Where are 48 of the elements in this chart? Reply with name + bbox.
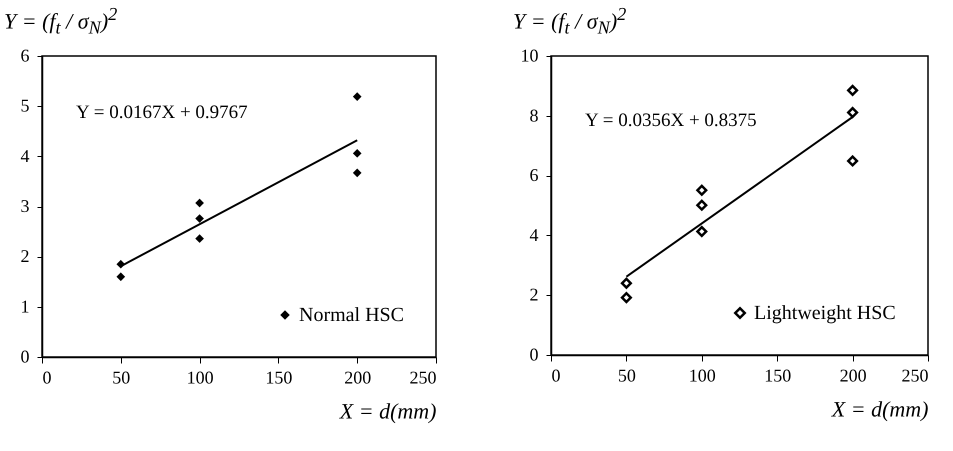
x-axis-title: X = d(mm)	[830, 396, 928, 422]
x-tick-label: 200	[840, 366, 867, 386]
x-tick-label: 50	[112, 368, 130, 388]
legend-label: Normal HSC	[299, 304, 404, 326]
y-tick-label: 10	[520, 46, 538, 66]
y-tick-label: 6	[530, 165, 538, 186]
point	[620, 278, 632, 289]
point	[696, 200, 708, 211]
y-tick-label: 4	[530, 224, 538, 245]
y-tick-label: 6	[20, 46, 30, 66]
point	[352, 92, 362, 101]
x-tick-label: 0	[552, 366, 560, 386]
y-tick-label: 2	[20, 246, 30, 266]
x-tick-label: 250	[410, 368, 436, 388]
x-tick-label: 250	[902, 366, 928, 386]
x-tick-label: 100	[186, 368, 214, 388]
legend-label: Lightweight HSC	[754, 302, 896, 324]
point	[195, 214, 204, 223]
point	[195, 198, 204, 208]
y-tick-label: 2	[530, 284, 538, 305]
y-axis-title: Y = (f$_{t}$ / σ$_{N}$)$^{2}$	[4, 4, 118, 39]
y-tick-label: 5	[20, 96, 30, 116]
x-tick-label: 50	[618, 366, 636, 386]
y-tick-label: 4	[20, 146, 30, 166]
y-tick-label: 0	[530, 344, 538, 364]
y-tick-label: 3	[20, 196, 30, 216]
point	[352, 168, 362, 178]
point	[847, 155, 858, 167]
point	[847, 84, 858, 96]
point	[620, 292, 632, 304]
y-tick-label: 0	[20, 346, 30, 366]
y-axis-title: Y = (f$_{t}$ / σ$_{N}$)$^{2}$	[513, 4, 626, 39]
annotation: Y = 0.0167X + 0.9767	[76, 102, 248, 123]
point	[847, 106, 858, 118]
y-tick-label: 8	[530, 105, 538, 126]
x-tick-label: 200	[344, 368, 372, 388]
x-tick-label: 0	[42, 368, 52, 388]
x-axis-title: X = d(mm)	[338, 398, 436, 424]
x-tick-label: 100	[688, 366, 716, 386]
point	[116, 272, 126, 282]
y-tick-label: 1	[20, 296, 30, 316]
annotation: Y = 0.0356X + 0.8375	[585, 110, 757, 131]
x-tick-label: 150	[764, 366, 792, 386]
point	[352, 148, 362, 158]
point	[696, 184, 708, 196]
point	[195, 234, 204, 243]
x-tick-label: 150	[265, 368, 292, 388]
point	[696, 226, 708, 238]
